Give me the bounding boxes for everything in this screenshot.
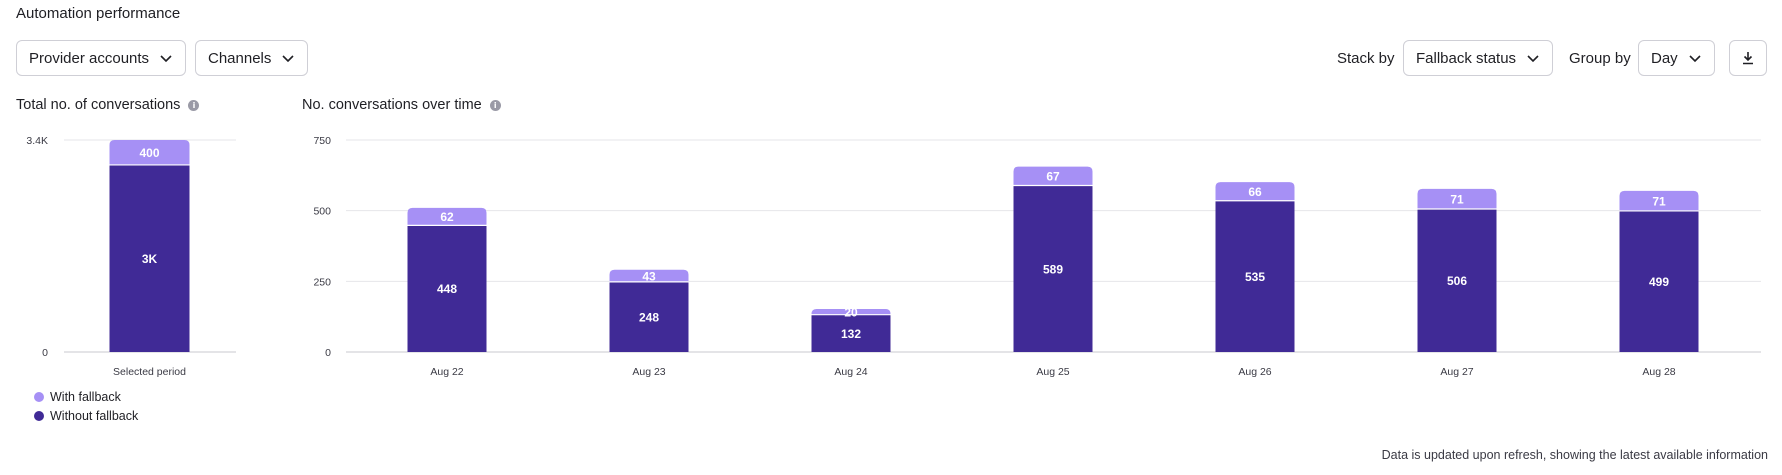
bar-without-fallback[interactable] [1215, 200, 1295, 352]
y-tick-label: 0 [42, 347, 48, 359]
bar-with-fallback[interactable] [1215, 182, 1295, 201]
bar-with-fallback[interactable] [1013, 166, 1093, 186]
bar-value-label: 448 [437, 282, 457, 296]
total-conversations-chart: 0 3.4K 3K 400 Selected period [26, 135, 236, 378]
footer-note: Data is updated upon refresh, showing th… [1381, 448, 1768, 462]
conversations-over-time-title-text: No. conversations over time [302, 97, 482, 113]
bar-value-label: 400 [139, 146, 159, 160]
chevron-down-icon [282, 55, 294, 63]
info-icon[interactable]: i [188, 99, 200, 111]
bar-value-label: 3K [142, 252, 158, 266]
bar-without-fallback[interactable] [1013, 185, 1093, 352]
channels-dropdown[interactable]: Channels [195, 40, 309, 76]
legend-label-without-fallback: Without fallback [50, 409, 139, 423]
total-conversations-title-text: Total no. of conversations [16, 97, 181, 113]
x-tick-label: Aug 27 [1440, 366, 1473, 378]
page-title: Automation performance [16, 5, 181, 22]
x-tick-label: Aug 28 [1642, 366, 1675, 378]
legend-swatch-with-fallback [34, 392, 44, 402]
provider-accounts-dropdown[interactable]: Provider accounts [16, 40, 187, 76]
y-tick-label: 250 [313, 276, 331, 288]
conversations-over-time-title: No. conversations over time i [302, 97, 501, 113]
x-tick-label: Aug 22 [430, 366, 463, 378]
bar-value-label: 71 [1450, 192, 1464, 206]
bar-value-label: 506 [1447, 274, 1467, 288]
bar-without-fallback[interactable] [1417, 208, 1497, 352]
bar-with-fallback[interactable] [407, 207, 487, 226]
bar-without-fallback[interactable] [109, 164, 190, 352]
x-tick-label: Aug 25 [1036, 366, 1069, 378]
y-tick-label: 0 [325, 347, 331, 359]
chevron-down-icon [1689, 55, 1701, 63]
legend-label-with-fallback: With fallback [50, 390, 121, 404]
stack-by-value: Fallback status [1416, 49, 1517, 67]
bar-value-label: 499 [1649, 275, 1669, 289]
x-tick-label: Selected period [113, 366, 186, 378]
bar-with-fallback[interactable] [1417, 188, 1497, 209]
bar-without-fallback[interactable] [407, 225, 487, 352]
bar-value-label: 248 [639, 310, 659, 324]
bar-value-label: 43 [642, 269, 656, 283]
stack-by-label: Stack by [1337, 50, 1395, 67]
conversations-over-time-chart: 0 250 500 750 448 62 Aug 22 248 43 Aug 23 132 20 Aug… [313, 135, 1761, 378]
provider-accounts-label: Provider accounts [29, 49, 150, 67]
group-by-label: Group by [1569, 50, 1631, 67]
bar-value-label: 67 [1046, 170, 1060, 184]
legend-item-without-fallback: Without fallback [34, 409, 138, 423]
download-icon [1743, 52, 1753, 65]
bar-value-label: 589 [1043, 262, 1063, 276]
legend-item-with-fallback: With fallback [34, 390, 121, 404]
legend-swatch-without-fallback [34, 411, 44, 421]
bar-with-fallback[interactable] [1619, 190, 1699, 211]
bar-value-label: 71 [1652, 194, 1666, 208]
download-button[interactable] [1729, 40, 1767, 76]
bar-value-label: 66 [1248, 185, 1262, 199]
bar-value-label: 132 [841, 327, 861, 341]
y-tick-label: 3.4K [26, 135, 48, 147]
bar-without-fallback[interactable] [609, 281, 689, 352]
bar-value-label: 20 [844, 305, 858, 319]
total-conversations-title: Total no. of conversations i [16, 97, 200, 113]
bar-without-fallback[interactable] [1619, 210, 1699, 352]
bar-without-fallback[interactable] [811, 314, 891, 352]
channels-label: Channels [208, 49, 272, 67]
x-tick-label: Aug 24 [834, 366, 867, 378]
y-tick-label: 750 [313, 135, 331, 147]
bar-value-label: 535 [1245, 270, 1265, 284]
chevron-down-icon [1527, 55, 1539, 63]
x-tick-label: Aug 23 [632, 366, 665, 378]
bar-with-fallback[interactable] [109, 140, 190, 165]
info-icon[interactable]: i [489, 99, 501, 111]
stack-by-dropdown[interactable]: Fallback status [1403, 40, 1554, 76]
bar-value-label: 62 [440, 210, 454, 224]
x-tick-label: Aug 26 [1238, 366, 1271, 378]
bar-with-fallback[interactable] [609, 269, 689, 282]
bar-with-fallback[interactable] [811, 309, 891, 315]
chevron-down-icon [160, 55, 172, 63]
group-by-dropdown[interactable]: Day [1638, 40, 1715, 76]
group-by-value: Day [1651, 49, 1678, 67]
y-tick-label: 500 [313, 206, 331, 218]
